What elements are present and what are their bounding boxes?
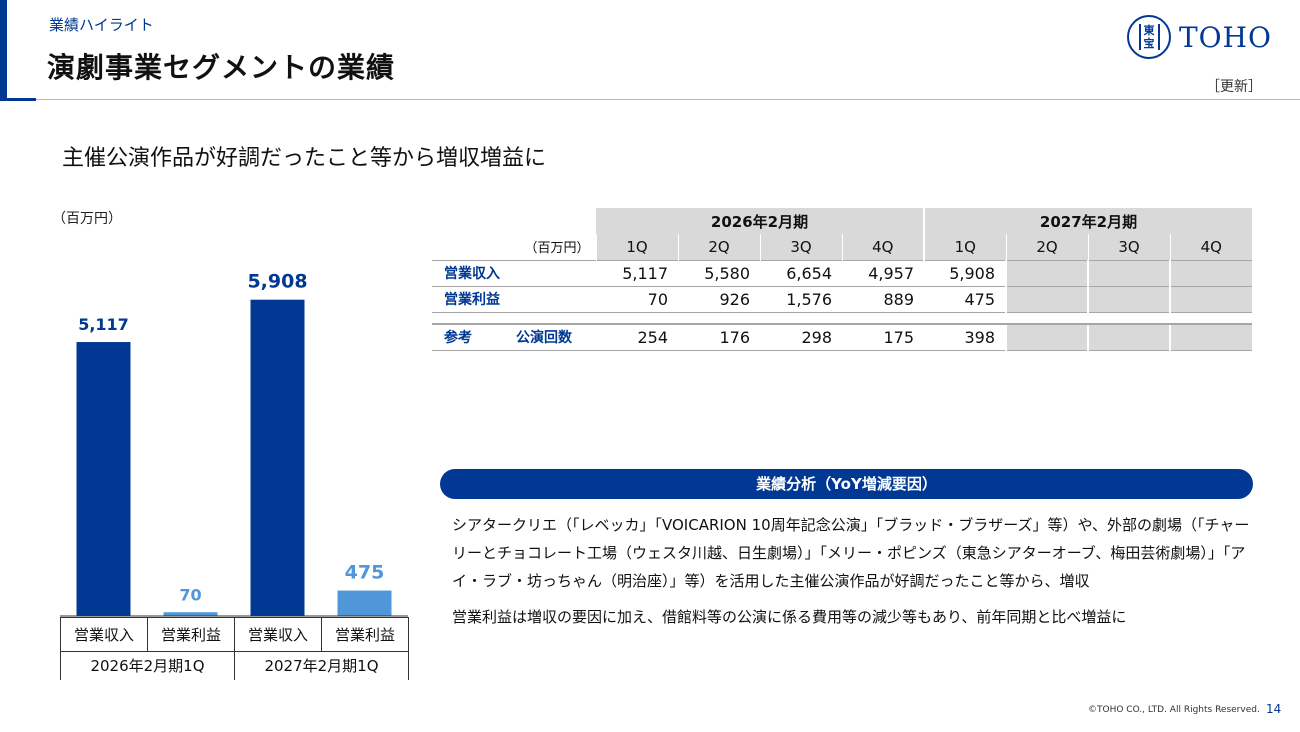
table-year-header-row: 2026年2月期 2027年2月期 [432,208,1252,234]
bar-value-label: 475 [345,562,385,584]
bar-chart: 5,117 70 5,908 475 [60,271,408,617]
table-cell: 5,908 [924,260,1006,287]
quarter-header: 1Q [595,234,678,260]
table-cell-empty [1169,324,1252,351]
table-cell: 176 [678,324,760,351]
table-cell: 926 [678,286,760,313]
table-cell: 298 [760,324,842,351]
table-cell: 889 [842,286,924,313]
category-label: 営業収入 [60,617,148,652]
bar-value-label: 5,908 [247,271,307,293]
bar-value-label: 5,117 [78,315,129,334]
category-label: 営業収入 [234,617,322,652]
chart-unit-label: （百万円） [52,211,122,227]
table-cell-empty [1169,260,1252,287]
table-cell-empty [1087,286,1170,313]
table-cell: 1,576 [760,286,842,313]
table-cell-empty [1087,260,1170,287]
analysis-title: 業績分析（YoY増減要因） [440,469,1253,499]
table-cell: 398 [924,324,1006,351]
quarter-header: 2Q [677,234,760,260]
toho-logo: 東 宝 TOHO [1127,15,1272,59]
headline: 主催公演作品が好調だったこと等から増収増益に [62,146,547,171]
section-label: 業績ハイライト [49,16,154,34]
seal-char-top: 東 [1143,24,1155,37]
category-label: 営業利益 [321,617,409,652]
table-cell: 254 [596,324,678,351]
table-cell: 6,654 [760,260,842,287]
chart-category-table: 営業収入 営業利益 営業収入 営業利益 2026年2月期1Q 2027年2月期1… [60,617,409,680]
table-unit-label: （百万円） [524,241,590,257]
table-row-reference: 参考 公演回数 254 176 298 175 398 [432,324,1252,351]
quarter-header: 4Q [841,234,924,260]
quarter-header: 3Q [1087,234,1170,260]
year-header: 2027年2月期 [923,208,1252,234]
table-cell: 175 [842,324,924,351]
table-gap [432,312,1252,325]
group-label: 2027年2月期1Q [234,651,409,680]
bar [250,299,305,616]
page-number: 14 [1266,702,1282,716]
quarter-header: 1Q [923,234,1006,260]
table-cell: 5,580 [678,260,760,287]
quarter-header: 2Q [1005,234,1088,260]
page-title: 演劇事業セグメントの業績 [47,51,396,84]
bar [76,342,131,616]
table-cell: 70 [596,286,678,313]
reference-sublabel: 公演回数 [506,324,596,351]
reference-label: 参考 [432,324,506,351]
analysis-body: シアタークリエ（「レベッカ」「VOICARION 10周年記念公演」「ブラッド・… [452,511,1252,639]
update-tag: ［更新］ [1206,79,1262,95]
table-cell: 475 [924,286,1006,313]
analysis-paragraph: 営業利益は増収の要因に加え、借館料等の公演に係る費用等の減少等もあり、前年同期と… [452,608,1127,626]
table-cell-empty [1005,260,1088,287]
group-label: 2026年2月期1Q [60,651,235,680]
table-row: 営業収入 5,117 5,580 6,654 4,957 5,908 [432,260,1252,287]
quarterly-table: 2026年2月期 2027年2月期 （百万円） 1Q 2Q 3Q 4Q 1Q 2… [432,208,1252,351]
bar-value-label: 70 [179,585,201,604]
analysis-paragraph: シアタークリエ（「レベッカ」「VOICARION 10周年記念公演」「ブラッド・… [452,516,1250,590]
toho-seal-icon: 東 宝 [1127,15,1171,59]
quarter-header: 4Q [1169,234,1252,260]
row-label: 営業利益 [432,286,596,313]
seal-char-bottom: 宝 [1143,37,1155,50]
table-cell-empty [1005,324,1088,351]
row-label: 営業収入 [432,260,596,287]
header-divider-accent [0,98,36,101]
quarter-header: 3Q [759,234,842,260]
year-header: 2026年2月期 [596,208,924,234]
header-accent-bar [0,0,7,100]
table-cell-empty [1087,324,1170,351]
table-quarter-header-row: （百万円） 1Q 2Q 3Q 4Q 1Q 2Q 3Q 4Q [432,234,1252,260]
table-cell: 4,957 [842,260,924,287]
table-cell: 5,117 [596,260,678,287]
bar [337,590,392,616]
logo-text: TOHO [1179,20,1273,54]
table-cell-empty [1169,286,1252,313]
header-divider [0,99,1300,100]
category-label: 営業利益 [147,617,235,652]
table-row: 営業利益 70 926 1,576 889 475 [432,286,1252,313]
table-cell-empty [1005,286,1088,313]
footer-copyright: ©TOHO CO., LTD. All Rights Reserved. [1088,705,1260,715]
bar [163,612,218,616]
